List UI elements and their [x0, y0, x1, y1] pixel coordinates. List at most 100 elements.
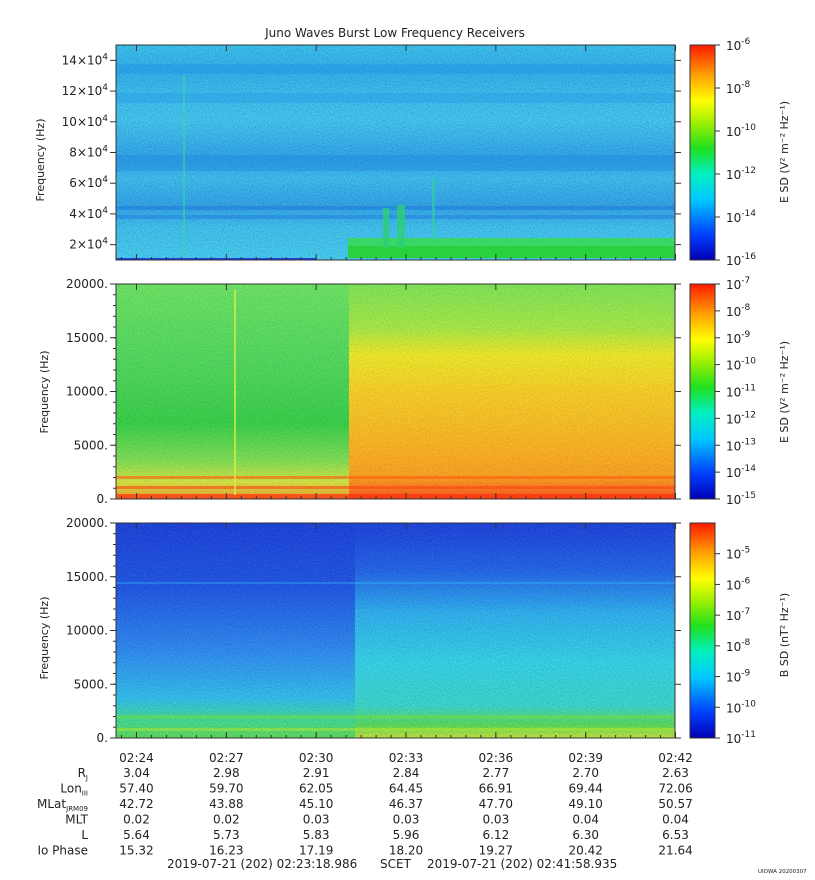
x-tick-label: 02:36 — [479, 751, 514, 765]
panel-3: 0. 5000. 10000. 15000. 20000. Frequency (Hz)… — [38, 516, 791, 746]
y-tick-label: 6×104 — [69, 175, 108, 190]
y-tick-label: 14×104 — [62, 52, 109, 67]
panel-1-ylabel: Frequency (Hz) — [34, 119, 47, 202]
time-axis-ticks: 02:24 02:27 02:30 02:33 02:36 02:39 02:42 — [119, 45, 693, 765]
y-tick-label: 4×104 — [69, 206, 108, 221]
ephemeris-value: 49.10 — [569, 797, 603, 811]
colorbar-tick-label: 10-9 — [726, 669, 751, 685]
colorbar-tick-label: 10-7 — [726, 607, 750, 623]
colorbar-tick-label: 10-15 — [726, 491, 756, 507]
panel-2-streak — [234, 290, 236, 495]
ephemeris-value: 50.57 — [658, 797, 692, 811]
ephemeris-value: 0.04 — [662, 813, 689, 827]
ephemeris-row-label: MLatJRM09 — [37, 797, 88, 813]
ephemeris-value: 0.02 — [213, 813, 240, 827]
x-tick-label: 02:33 — [389, 751, 424, 765]
ephemeris-value: 5.73 — [213, 828, 240, 842]
y-tick-label: 10000. — [66, 624, 108, 638]
colorbar-tick-label: 10-6 — [726, 37, 751, 53]
ephemeris-value: 17.19 — [299, 844, 333, 858]
panel-3-band — [116, 728, 675, 731]
colorbar-tick-label: 10-5 — [726, 546, 750, 562]
panel-1-colorbar-label: E SD (V² m⁻² Hz⁻¹) — [778, 101, 791, 203]
panel-1-low-edge — [116, 258, 316, 260]
colorbar-tick-label: 10-16 — [726, 252, 756, 268]
panel-1-band — [116, 93, 675, 103]
y-tick-label: 8×104 — [69, 145, 108, 160]
panel-3-heatmap — [116, 523, 675, 738]
panel-3-colorbar-label: B SD (nT² Hz⁻¹) — [778, 593, 791, 677]
colorbar-tick-label: 10-8 — [726, 303, 751, 319]
ephemeris-row-label: LonIII — [60, 782, 88, 798]
colorbar-tick-label: 10-8 — [726, 638, 751, 654]
ephemeris-row-label: L — [81, 828, 88, 842]
ephemeris-value: 15.32 — [119, 844, 153, 858]
ephemeris-value: 6.53 — [662, 828, 689, 842]
ephemeris-value: 16.23 — [209, 844, 243, 858]
y-tick-label: 10×104 — [62, 114, 109, 129]
panel-3-band — [116, 715, 675, 719]
ephemeris-value: 19.27 — [479, 844, 513, 858]
panel-2: 0. 5000. 10000. 15000. 20000. Frequency (Hz)… — [38, 276, 791, 507]
ephemeris-value: 2.98 — [213, 766, 240, 780]
panel-2-heatmap — [116, 284, 675, 499]
panel-3-colorbar — [689, 522, 716, 739]
ephemeris-value: 2.91 — [303, 766, 330, 780]
footer-start-time: 2019-07-21 (202) 02:23:18.986 — [167, 857, 357, 871]
panel-2-colorbar-ticks: 10-7 10-8 10-9 10-10 10-11 10-12 10-13 10-14 10-… — [715, 276, 756, 507]
ephemeris-value: 0.03 — [482, 813, 509, 827]
ephemeris-value: 43.88 — [209, 797, 243, 811]
colorbar-tick-label: 10-14 — [726, 464, 756, 480]
ephemeris-value: 6.30 — [572, 828, 599, 842]
colorbar-tick-label: 10-10 — [726, 357, 756, 373]
x-tick-label: 02:24 — [119, 751, 154, 765]
ephemeris-value: 46.37 — [389, 797, 423, 811]
y-tick-label: 5000. — [74, 438, 108, 452]
ephemeris-value: 5.96 — [393, 828, 420, 842]
panel-2-band — [116, 476, 675, 479]
ephemeris-value: 6.12 — [482, 828, 509, 842]
footer-stamp: UIOWA 20200307 — [758, 869, 807, 875]
panel-2-band — [116, 486, 675, 489]
ephemeris-value: 57.40 — [119, 782, 153, 796]
panel-2-band — [116, 494, 675, 499]
ephemeris-value: 69.44 — [569, 782, 603, 796]
y-tick-label: 0. — [97, 731, 108, 745]
x-tick-label: 02:42 — [658, 751, 693, 765]
x-tick-label: 02:30 — [299, 751, 334, 765]
panel-2-y-ticks: 0. 5000. 10000. 15000. 20000. — [66, 277, 681, 506]
panel-1-burst — [432, 178, 435, 240]
colorbar-tick-label: 10-8 — [726, 80, 751, 96]
panel-1-burst — [383, 208, 389, 248]
ephemeris-value: 66.91 — [479, 782, 513, 796]
ephemeris-value: 59.70 — [209, 782, 243, 796]
y-tick-label: 0. — [97, 492, 108, 506]
ephemeris-value: 47.70 — [479, 797, 513, 811]
ephemeris-row-label: Io Phase — [37, 844, 88, 858]
colorbar-tick-label: 10-12 — [726, 410, 756, 426]
panel-1-colorbar-ticks: 10-6 10-8 10-10 10-12 10-14 10-16 — [715, 37, 756, 268]
ephemeris-value: 45.10 — [299, 797, 333, 811]
panel-1-band — [116, 64, 675, 74]
footer-scet-label: SCET — [380, 857, 412, 871]
ephemeris-value: 5.64 — [123, 828, 150, 842]
y-tick-label: 20000. — [66, 277, 108, 291]
panel-1-band — [116, 215, 675, 219]
ephemeris-row-label: RJ — [78, 766, 88, 782]
colorbar-tick-label: 10-14 — [726, 209, 756, 225]
panel-1-y-ticks: 2×104 4×104 6×104 8×104 10×104 12×104 14×104 — [62, 52, 681, 252]
panel-1-band — [116, 206, 675, 210]
ephemeris-value: 0.04 — [572, 813, 599, 827]
panel-2-noise-dark — [116, 284, 675, 499]
colorbar-tick-label: 10-11 — [726, 730, 756, 746]
ephemeris-value: 0.02 — [123, 813, 150, 827]
ephemeris-value: 2.63 — [662, 766, 689, 780]
colorbar-tick-label: 10-12 — [726, 166, 756, 182]
panel-3-line — [116, 582, 675, 584]
ephemeris-value: 0.03 — [393, 813, 420, 827]
footer-end-time: 2019-07-21 (202) 02:41:58.935 — [427, 857, 617, 871]
ephemeris-value: 5.83 — [303, 828, 330, 842]
y-tick-label: 10000. — [66, 385, 108, 399]
panel-3-y-ticks: 0. 5000. 10000. 15000. 20000. — [66, 516, 681, 745]
colorbar-tick-label: 10-10 — [726, 123, 756, 139]
